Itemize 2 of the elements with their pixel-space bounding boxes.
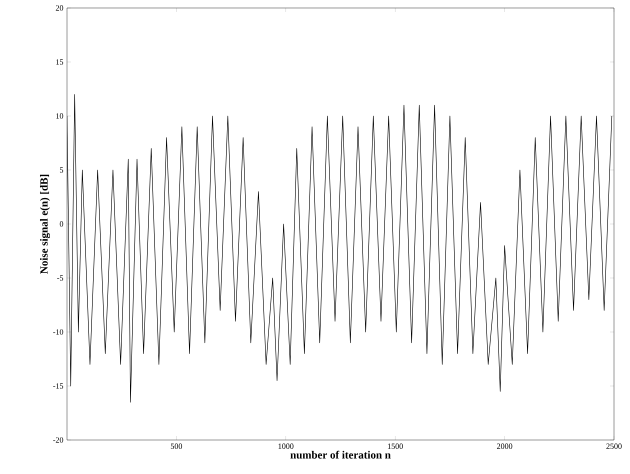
x-axis-title: number of iteration n	[290, 450, 391, 459]
y-axis-title: Noise signal e(n) [dB]	[40, 174, 50, 274]
